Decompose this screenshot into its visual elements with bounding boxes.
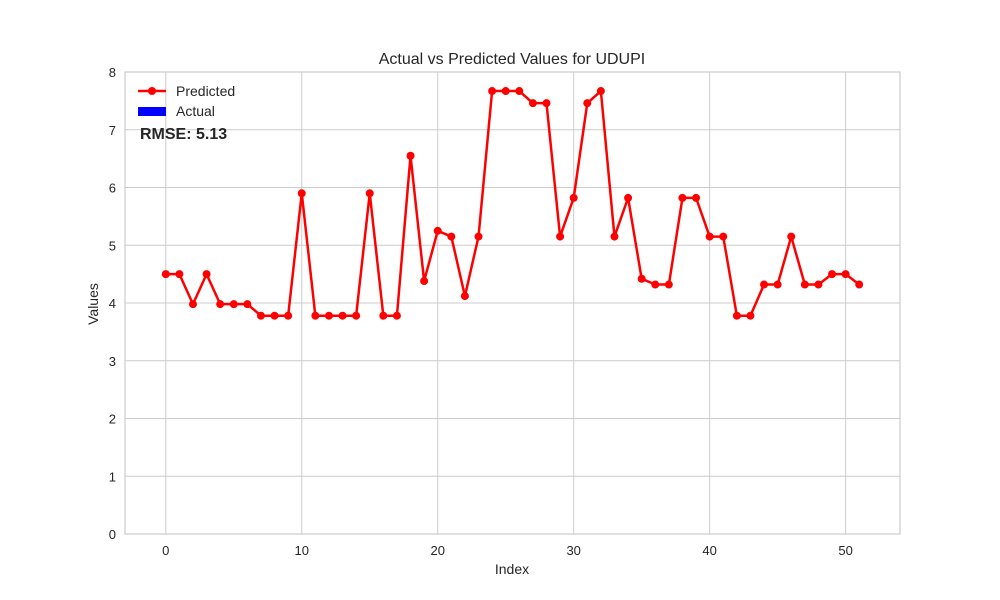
data-point-predicted (692, 193, 701, 202)
x-tick-label: 0 (162, 543, 169, 558)
data-point-predicted (188, 300, 197, 309)
data-point-predicted (528, 99, 537, 108)
data-point-predicted (664, 280, 673, 289)
data-point-predicted (324, 311, 333, 320)
data-point-predicted (433, 226, 442, 235)
data-point-predicted (583, 99, 592, 108)
x-tick-label: 50 (838, 543, 852, 558)
y-tick-label: 0 (109, 527, 116, 542)
data-point-predicted (243, 300, 252, 309)
data-point-predicted (678, 193, 687, 202)
data-point-predicted (379, 311, 388, 320)
y-tick-label: 3 (109, 354, 116, 369)
data-point-predicted (216, 300, 225, 309)
data-point-predicted (352, 311, 361, 320)
data-point-predicted (596, 87, 605, 96)
legend: Predicted Actual (138, 83, 235, 119)
series-line-predicted (165, 89, 860, 317)
x-tick-label: 10 (295, 543, 309, 558)
data-point-predicted (406, 151, 415, 160)
legend-predicted-marker-icon (148, 87, 156, 95)
data-point-predicted (610, 232, 619, 241)
rmse-annotation: RMSE: 5.13 (140, 126, 227, 143)
data-point-predicted (229, 300, 238, 309)
data-point-predicted (841, 270, 850, 279)
y-axis-label: Values (85, 283, 101, 325)
series-layer (161, 87, 864, 320)
y-tick-label: 7 (109, 123, 116, 138)
data-point-predicted (624, 193, 633, 202)
x-tick-labels: 0 10 20 30 40 50 (162, 543, 853, 558)
plot-frame (124, 71, 901, 535)
data-point-predicted (828, 270, 837, 279)
data-point-predicted (161, 270, 170, 279)
data-point-predicted (365, 189, 374, 198)
y-tick-label: 2 (109, 412, 116, 427)
data-point-predicted (746, 311, 755, 320)
data-point-predicted (420, 277, 429, 286)
x-tick-label: 30 (566, 543, 580, 558)
data-point-predicted (392, 311, 401, 320)
data-point-predicted (270, 311, 279, 320)
data-point-predicted (297, 189, 306, 198)
data-point-predicted (651, 280, 660, 289)
data-point-predicted (814, 280, 823, 289)
chart-title: Actual vs Predicted Values for UDUPI (379, 51, 645, 68)
data-point-predicted (284, 311, 293, 320)
y-tick-labels: 0 1 2 3 4 5 6 7 8 (109, 65, 116, 542)
legend-actual-label: Actual (176, 103, 215, 119)
data-point-predicted (760, 280, 769, 289)
data-point-predicted (542, 99, 551, 108)
data-point-predicted (488, 87, 497, 96)
data-point-predicted (637, 274, 646, 283)
data-point-predicted (311, 311, 320, 320)
data-point-predicted (556, 232, 565, 241)
data-point-predicted (787, 232, 796, 241)
data-point-predicted (501, 87, 510, 96)
data-point-predicted (732, 311, 741, 320)
data-point-predicted (719, 232, 728, 241)
x-axis-label: Index (495, 561, 529, 577)
data-point-predicted (202, 270, 211, 279)
x-tick-label: 40 (702, 543, 716, 558)
data-point-predicted (460, 292, 469, 301)
legend-actual-swatch-icon (138, 107, 166, 116)
y-tick-label: 1 (109, 469, 116, 484)
data-point-predicted (569, 193, 578, 202)
data-point-predicted (515, 87, 524, 96)
data-point-predicted (855, 280, 864, 289)
data-point-predicted (338, 311, 347, 320)
legend-item-predicted: Predicted (138, 83, 235, 99)
x-tick-label: 20 (430, 543, 444, 558)
data-point-predicted (175, 270, 184, 279)
y-tick-label: 5 (109, 238, 116, 253)
y-tick-label: 6 (109, 181, 116, 196)
data-point-predicted (800, 280, 809, 289)
data-point-predicted (256, 311, 265, 320)
legend-item-actual: Actual (138, 103, 215, 119)
data-point-predicted (705, 232, 714, 241)
y-tick-label: 8 (109, 65, 116, 80)
data-point-predicted (474, 232, 483, 241)
data-point-predicted (773, 280, 782, 289)
data-point-predicted (447, 232, 456, 241)
y-tick-label: 4 (109, 296, 116, 311)
legend-predicted-label: Predicted (176, 83, 235, 99)
